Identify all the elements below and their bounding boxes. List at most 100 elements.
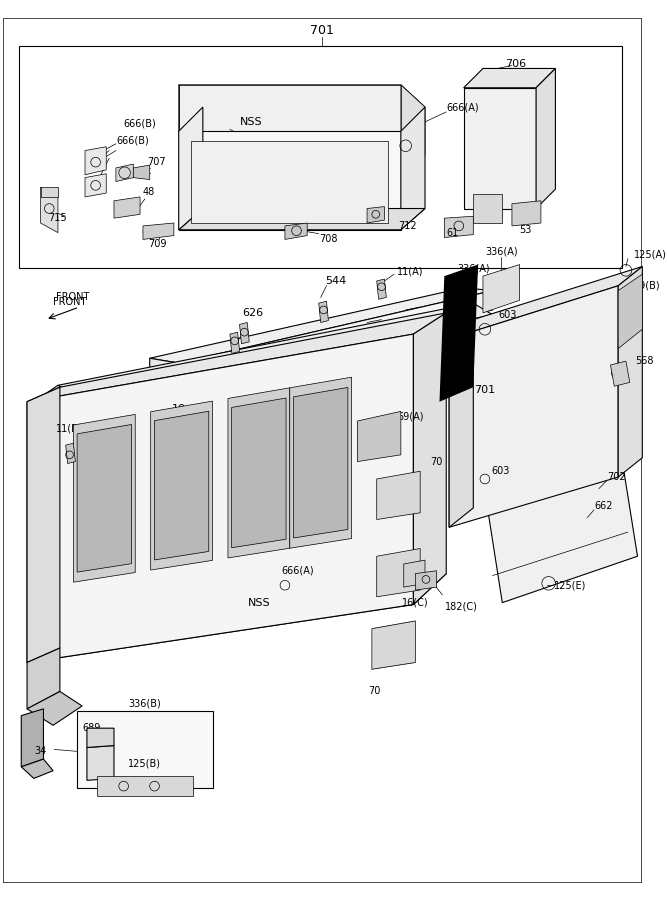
Text: 662: 662 bbox=[594, 501, 613, 511]
Polygon shape bbox=[179, 131, 401, 230]
Polygon shape bbox=[179, 209, 425, 230]
Text: 10: 10 bbox=[171, 404, 185, 414]
Text: 715: 715 bbox=[48, 213, 67, 223]
Text: 603: 603 bbox=[491, 466, 510, 476]
Polygon shape bbox=[114, 197, 140, 218]
Polygon shape bbox=[464, 88, 536, 209]
Polygon shape bbox=[65, 443, 75, 464]
Text: 689: 689 bbox=[83, 724, 101, 733]
Polygon shape bbox=[27, 648, 60, 709]
Text: 702: 702 bbox=[607, 472, 626, 482]
Polygon shape bbox=[372, 621, 416, 670]
Polygon shape bbox=[27, 691, 82, 725]
Polygon shape bbox=[319, 302, 328, 322]
Polygon shape bbox=[289, 377, 352, 548]
Text: 34: 34 bbox=[35, 746, 47, 756]
Text: NSS: NSS bbox=[247, 598, 270, 608]
Polygon shape bbox=[483, 265, 520, 313]
Text: 701: 701 bbox=[309, 24, 334, 37]
Text: FRONT: FRONT bbox=[56, 292, 89, 302]
Polygon shape bbox=[179, 85, 401, 131]
Polygon shape bbox=[21, 709, 43, 767]
Polygon shape bbox=[358, 411, 401, 462]
Polygon shape bbox=[404, 560, 425, 587]
Polygon shape bbox=[179, 291, 493, 381]
Polygon shape bbox=[27, 334, 414, 662]
Polygon shape bbox=[21, 759, 53, 778]
Polygon shape bbox=[377, 279, 386, 300]
Text: 708: 708 bbox=[319, 234, 338, 245]
Polygon shape bbox=[231, 398, 286, 548]
Text: 182(C): 182(C) bbox=[446, 601, 478, 611]
Text: 70: 70 bbox=[369, 687, 381, 697]
Polygon shape bbox=[449, 286, 618, 527]
Text: 125(B): 125(B) bbox=[128, 759, 161, 769]
Text: 706: 706 bbox=[505, 58, 526, 68]
Polygon shape bbox=[444, 216, 474, 238]
Text: 336(A): 336(A) bbox=[485, 247, 518, 257]
Polygon shape bbox=[401, 85, 425, 156]
Polygon shape bbox=[77, 425, 131, 572]
Polygon shape bbox=[367, 207, 384, 223]
Polygon shape bbox=[293, 387, 348, 538]
Text: 125(A): 125(A) bbox=[634, 250, 666, 260]
Polygon shape bbox=[449, 266, 642, 339]
Polygon shape bbox=[416, 571, 437, 590]
Polygon shape bbox=[143, 223, 174, 239]
Text: 666(A): 666(A) bbox=[446, 102, 479, 112]
Polygon shape bbox=[618, 266, 642, 477]
Text: 707: 707 bbox=[147, 158, 165, 167]
Text: 70: 70 bbox=[372, 628, 385, 638]
Polygon shape bbox=[230, 332, 239, 354]
Polygon shape bbox=[19, 46, 622, 268]
Text: 11(A): 11(A) bbox=[398, 266, 424, 276]
Polygon shape bbox=[34, 334, 464, 416]
Polygon shape bbox=[610, 361, 630, 386]
Polygon shape bbox=[191, 141, 388, 223]
Polygon shape bbox=[483, 436, 638, 603]
Polygon shape bbox=[228, 388, 289, 558]
Polygon shape bbox=[27, 387, 60, 662]
Text: 69(A): 69(A) bbox=[398, 411, 424, 421]
Polygon shape bbox=[449, 320, 474, 527]
Text: 336(A): 336(A) bbox=[457, 264, 490, 274]
Text: 336(B): 336(B) bbox=[129, 698, 161, 708]
Text: 666(B): 666(B) bbox=[116, 136, 149, 146]
Polygon shape bbox=[151, 401, 213, 570]
Text: 666(A): 666(A) bbox=[281, 566, 313, 576]
Text: NSS: NSS bbox=[239, 117, 262, 127]
Text: 544: 544 bbox=[325, 276, 347, 286]
Polygon shape bbox=[149, 358, 179, 381]
Polygon shape bbox=[179, 107, 203, 230]
Polygon shape bbox=[41, 187, 58, 233]
Text: 11(B): 11(B) bbox=[56, 424, 83, 434]
Text: 712: 712 bbox=[398, 220, 417, 231]
Text: 626: 626 bbox=[243, 308, 263, 318]
Text: 70: 70 bbox=[430, 456, 443, 466]
Polygon shape bbox=[440, 265, 478, 401]
Polygon shape bbox=[179, 85, 203, 156]
Polygon shape bbox=[133, 165, 149, 179]
Polygon shape bbox=[149, 288, 493, 363]
Polygon shape bbox=[285, 223, 307, 239]
Polygon shape bbox=[85, 174, 106, 197]
Text: 69(B): 69(B) bbox=[634, 281, 660, 291]
Polygon shape bbox=[414, 313, 446, 605]
Text: 125(E): 125(E) bbox=[554, 580, 586, 590]
Text: 666(B): 666(B) bbox=[123, 119, 156, 129]
Polygon shape bbox=[27, 573, 446, 662]
Polygon shape bbox=[154, 411, 209, 560]
Text: 709: 709 bbox=[148, 239, 166, 249]
Polygon shape bbox=[77, 711, 213, 788]
Polygon shape bbox=[618, 274, 642, 348]
Polygon shape bbox=[58, 303, 493, 397]
Polygon shape bbox=[512, 201, 541, 226]
Polygon shape bbox=[73, 414, 135, 582]
Text: 61: 61 bbox=[446, 228, 458, 238]
Polygon shape bbox=[116, 164, 133, 182]
Text: 1: 1 bbox=[226, 482, 233, 491]
Polygon shape bbox=[401, 107, 425, 230]
Polygon shape bbox=[377, 472, 420, 519]
Text: FRONT: FRONT bbox=[53, 297, 86, 307]
Polygon shape bbox=[34, 385, 77, 416]
